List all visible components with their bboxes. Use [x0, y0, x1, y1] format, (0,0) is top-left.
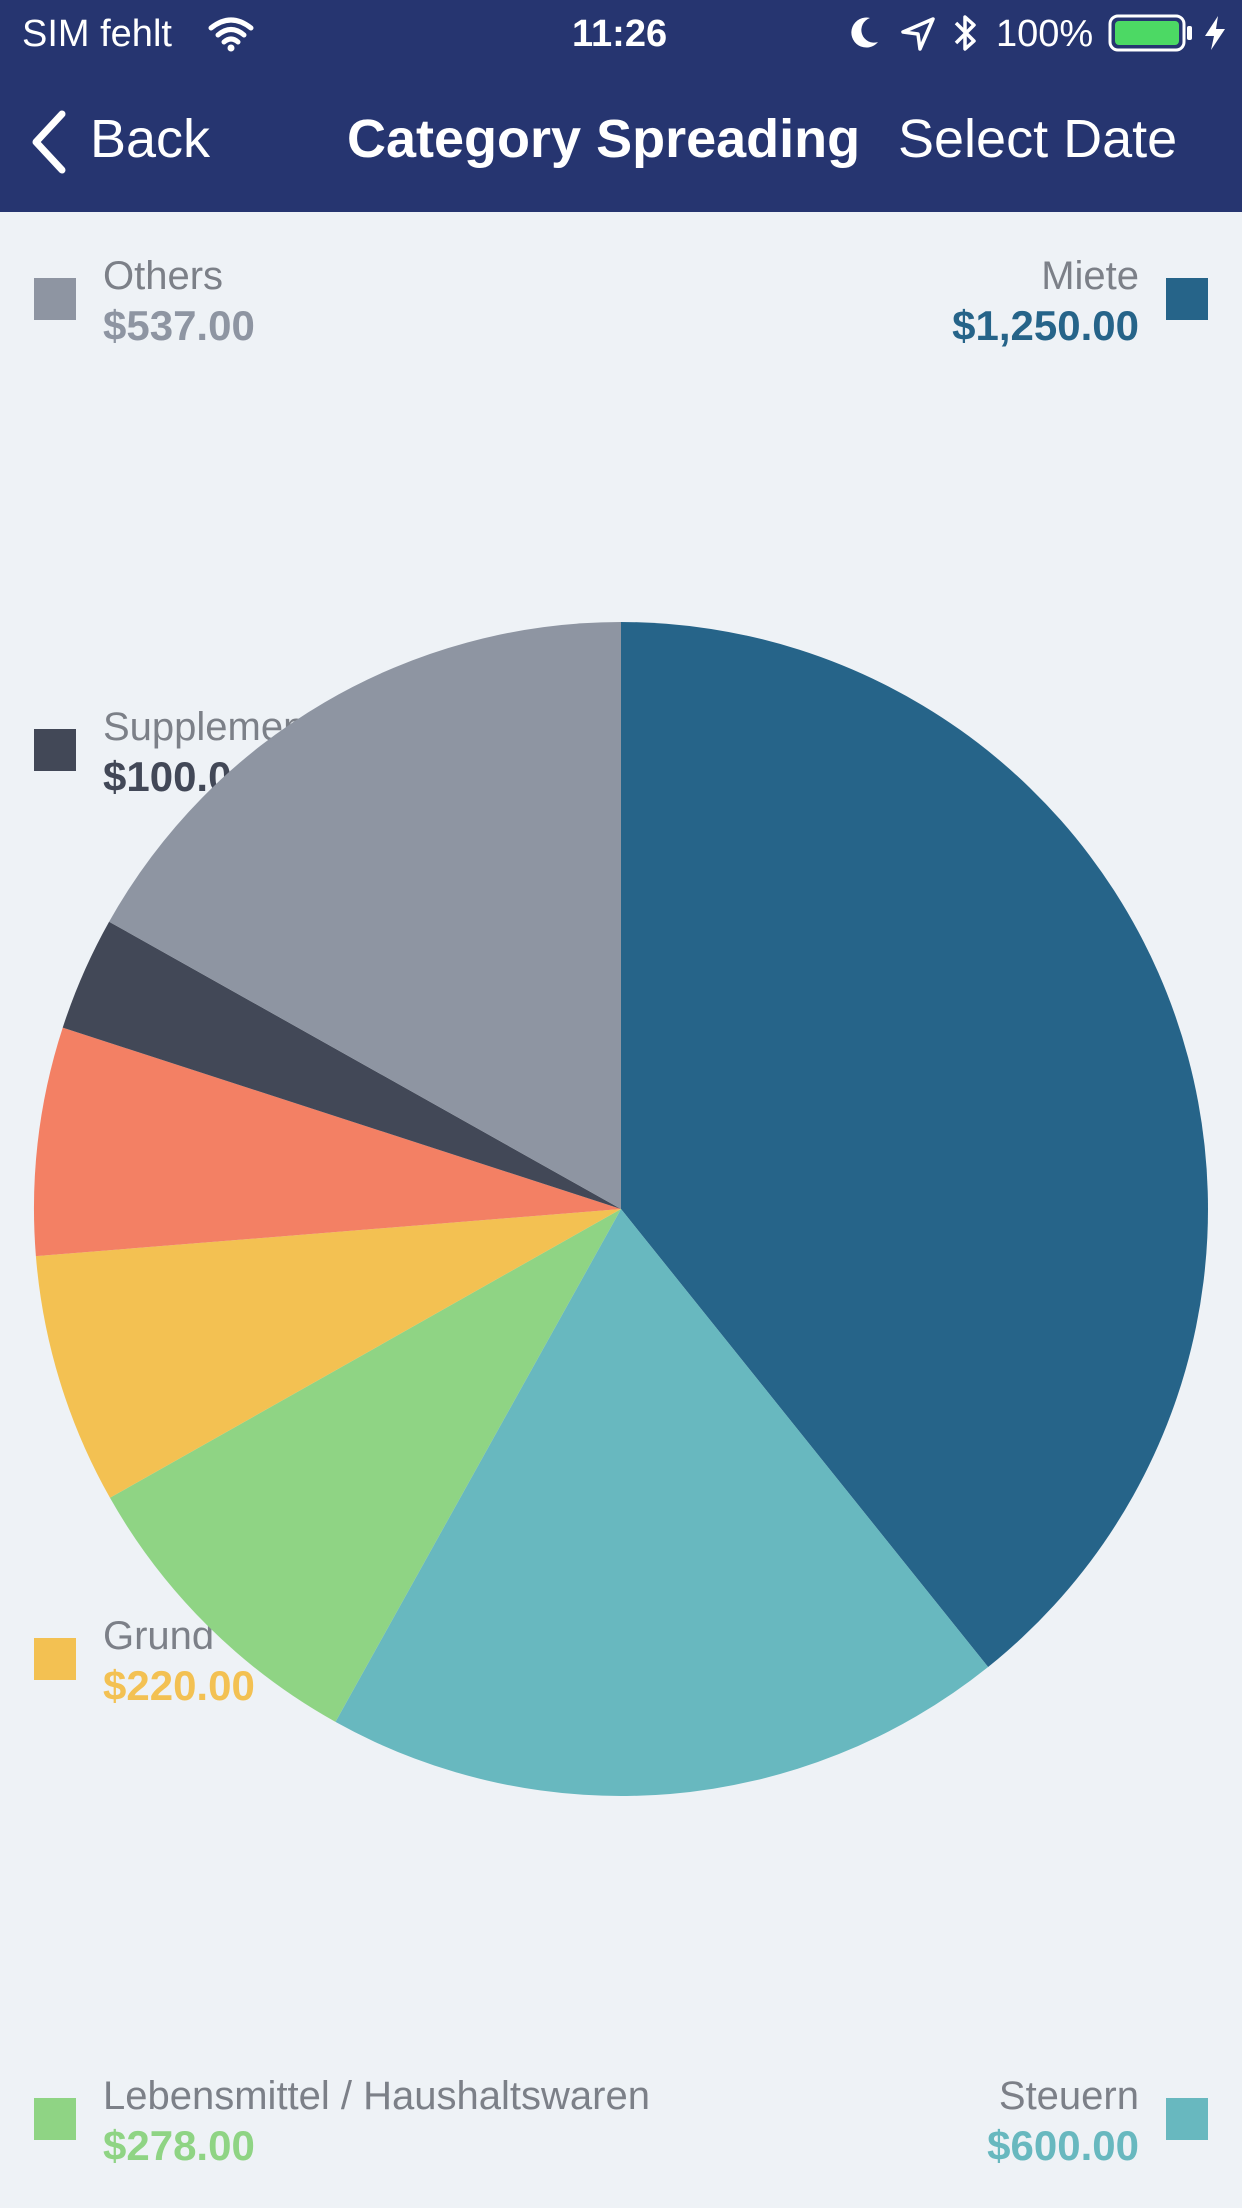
legend-swatch	[34, 729, 76, 771]
legend-swatch	[1166, 2098, 1208, 2140]
pie-slice-others	[109, 622, 622, 1209]
chevron-left-icon	[32, 110, 66, 174]
legend-value: $600.00	[987, 2122, 1139, 2169]
moon-icon	[851, 17, 878, 48]
back-label: Back	[90, 109, 211, 169]
legend-label: Grund	[103, 1614, 215, 1658]
clock-time: 11:26	[572, 13, 668, 55]
location-arrow-icon	[901, 17, 935, 51]
pie-slice-steuern	[335, 1209, 989, 1797]
pie-slice-miete	[621, 622, 1208, 1668]
page-title: Category Spreading	[347, 109, 861, 169]
bluetooth-icon	[954, 15, 976, 51]
legend-value: $278.00	[103, 2122, 255, 2169]
legend-swatch	[34, 2098, 76, 2140]
legend-swatch	[1166, 278, 1208, 320]
legend-swatch	[34, 278, 76, 320]
pie-chart	[34, 622, 1208, 1797]
pie-slice-grund	[35, 1209, 621, 1498]
legend-label: Others	[103, 254, 224, 298]
legend-value: $220.00	[103, 1662, 255, 1709]
carrier-label: SIM fehlt	[22, 13, 172, 55]
select-date-button[interactable]: Select Date	[898, 109, 1178, 169]
navigation-bar: Back Category Spreading Select Date	[0, 66, 1242, 212]
wifi-icon	[208, 17, 254, 52]
legend-label: Steuern	[998, 2074, 1139, 2118]
charging-bolt-icon	[1205, 16, 1225, 50]
battery-percent: 100%	[996, 13, 1094, 55]
legend-label: Lebensmittel / Haushaltswaren	[103, 2074, 650, 2118]
pie-slice-unlabeled	[34, 1027, 622, 1257]
legend-swatch	[34, 1638, 76, 1680]
back-button[interactable]: Back	[0, 66, 240, 212]
legend-value: $537.00	[103, 302, 255, 349]
battery-icon	[1108, 14, 1192, 52]
legend-label: Miete	[1041, 254, 1139, 298]
chart-area: Others $537.00 Miete $1,250.00 Supplemen…	[0, 212, 1242, 2208]
pie-slice-lebensmittel-haushaltswaren	[109, 1209, 622, 1722]
pie-slice-supplemen	[62, 921, 622, 1209]
status-bar: SIM fehlt 11:26 100%	[0, 0, 1242, 66]
legend-value: $1,250.00	[952, 302, 1139, 349]
